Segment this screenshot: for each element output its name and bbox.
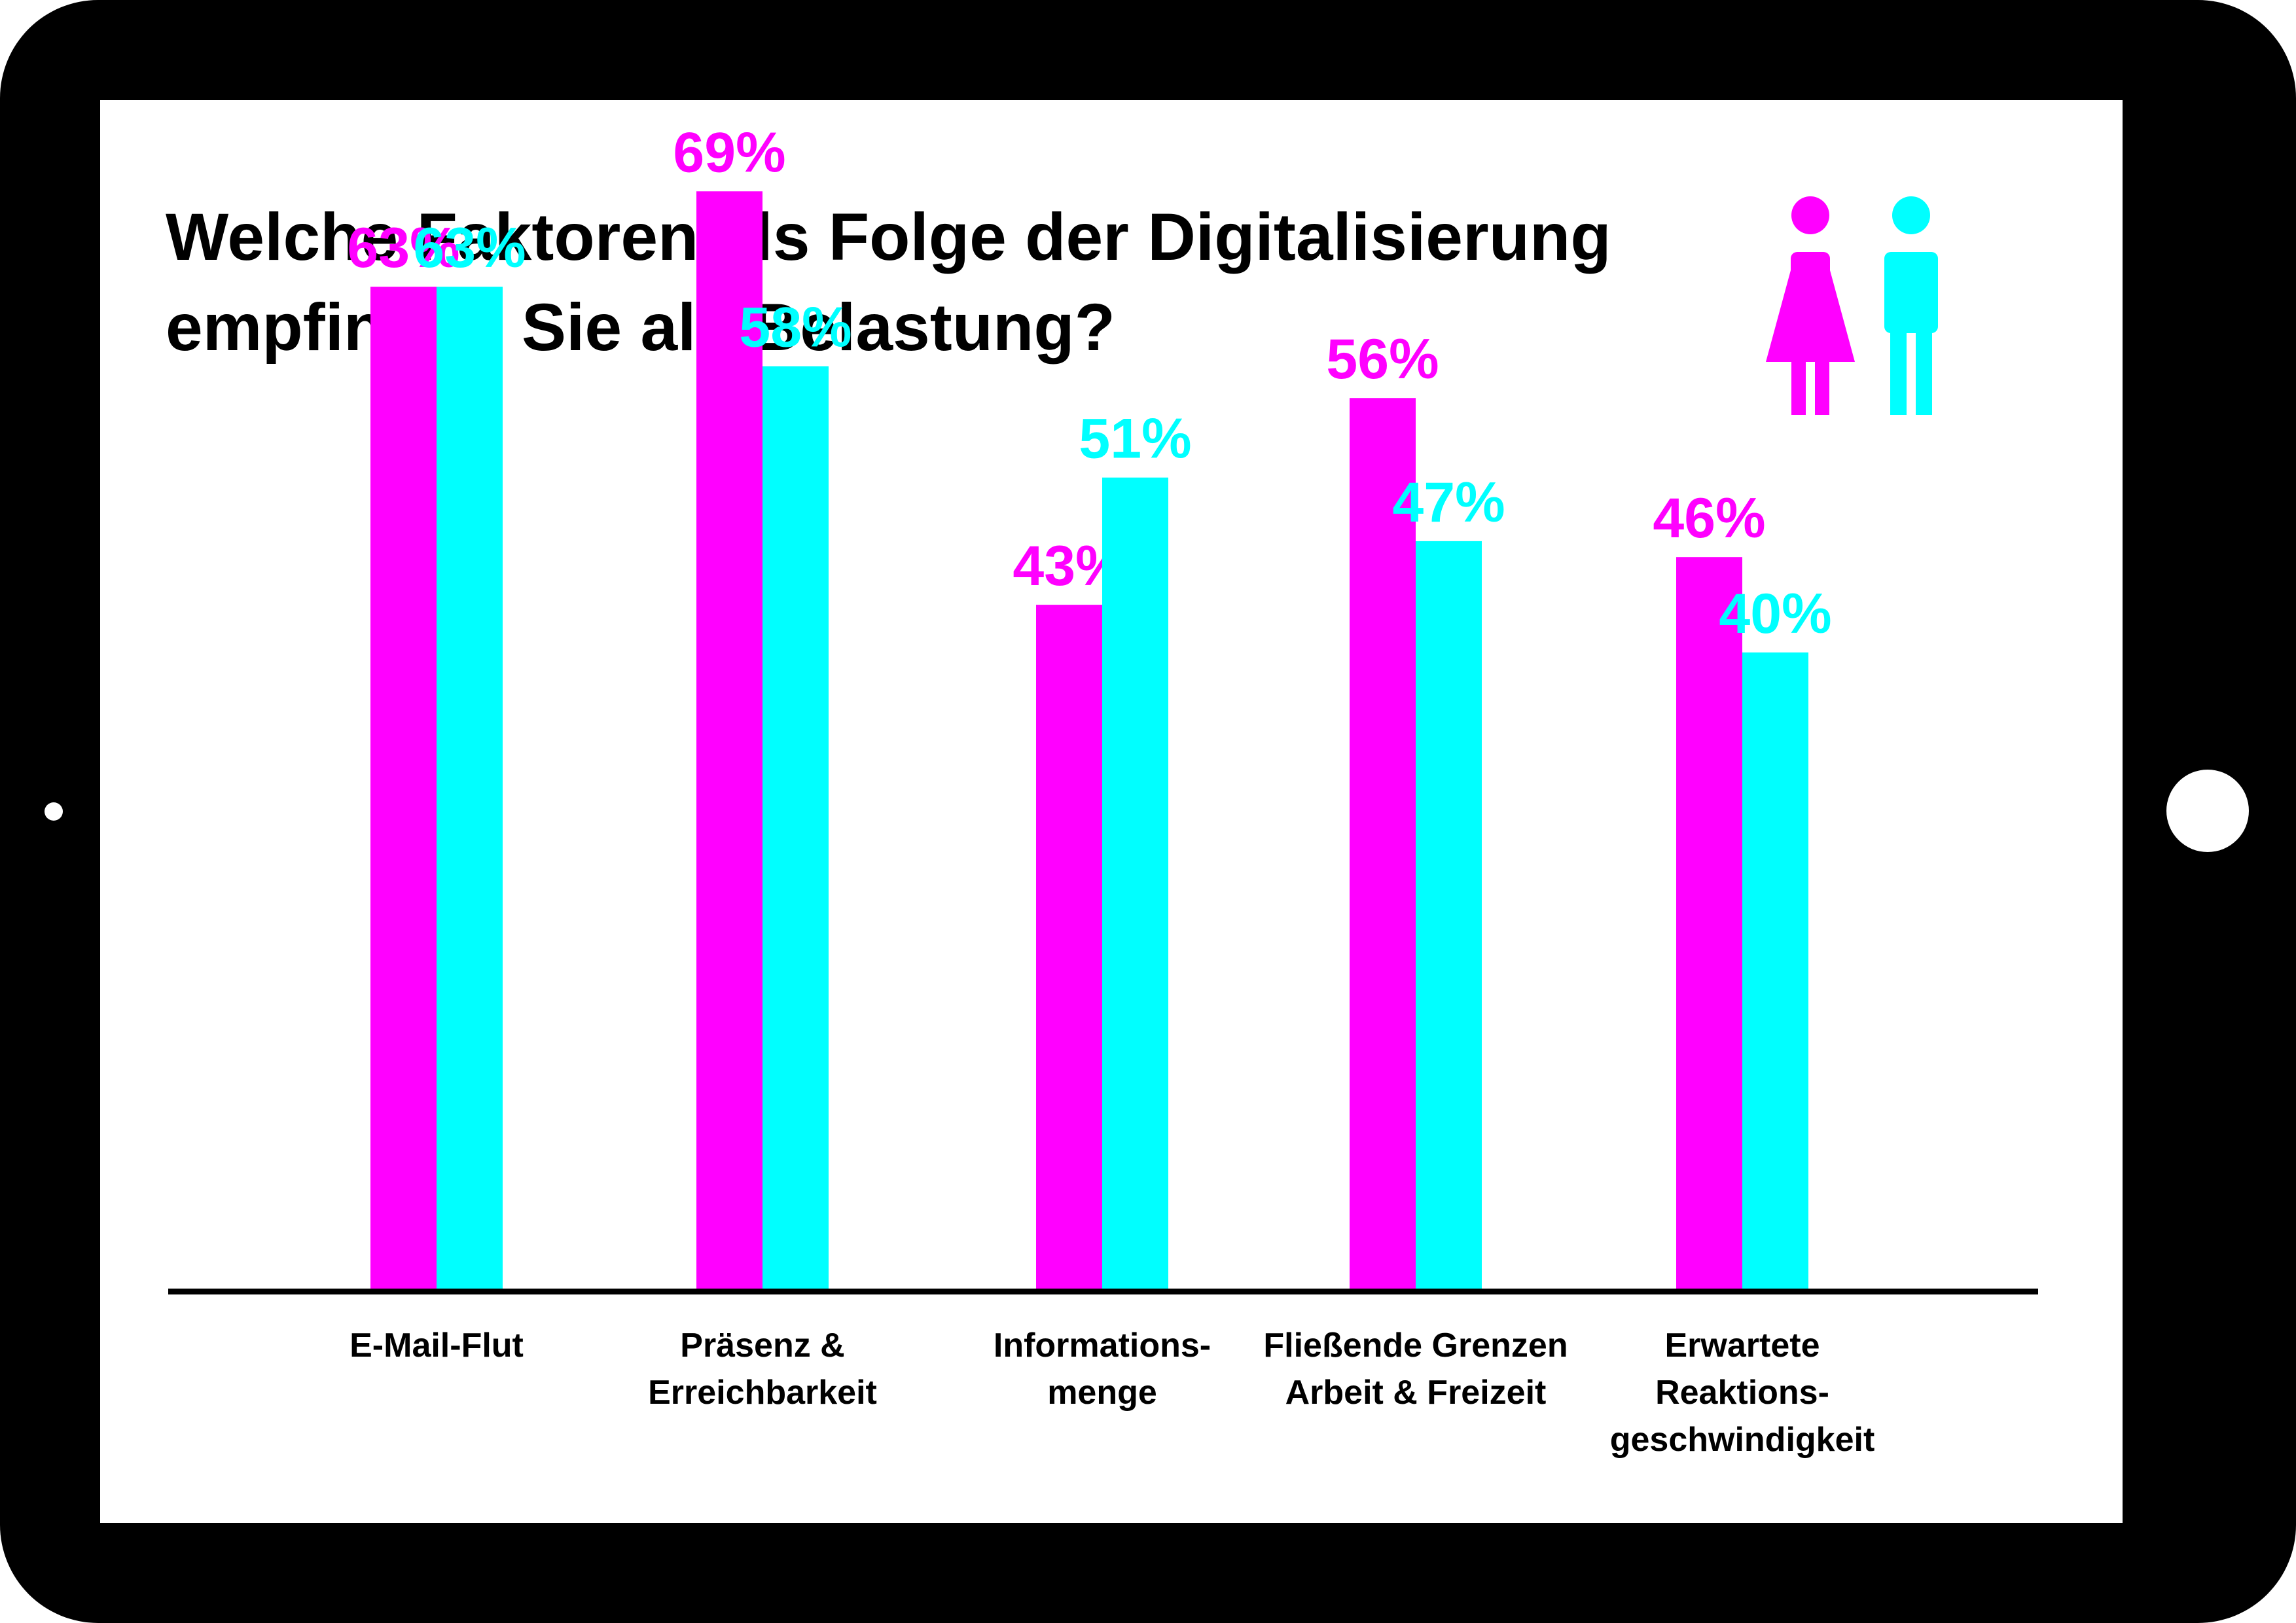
tablet-frame: Welche Faktoren als Folge der Digitalisi… xyxy=(0,0,2296,1623)
value-label-male-1: 58% xyxy=(739,296,852,359)
bar-female-4 xyxy=(1676,557,1742,1289)
bar-male-0 xyxy=(437,287,503,1289)
category-label-4-line-1: Reaktions- xyxy=(1655,1374,1829,1412)
value-label-female-1: 69% xyxy=(673,121,785,184)
value-label-female-4: 46% xyxy=(1653,487,1765,550)
front-camera xyxy=(45,802,63,821)
bar-male-2 xyxy=(1102,478,1168,1289)
category-label-4-line-2: geschwindigkeit xyxy=(1610,1421,1875,1459)
value-label-male-3: 47% xyxy=(1392,471,1505,534)
home-button[interactable] xyxy=(2166,770,2249,852)
value-label-male-2: 51% xyxy=(1079,408,1191,471)
bar-male-3 xyxy=(1416,541,1482,1289)
category-label-3-line-1: Arbeit & Freizeit xyxy=(1285,1374,1547,1412)
category-label-0-line-0: E-Mail-Flut xyxy=(350,1327,524,1364)
bar-female-2 xyxy=(1036,605,1102,1289)
bar-female-0 xyxy=(370,287,437,1289)
category-label-3-line-0: Fließende Grenzen xyxy=(1263,1327,1568,1364)
bar-male-1 xyxy=(762,366,829,1289)
category-label-4-line-0: Erwartete xyxy=(1665,1327,1820,1364)
category-label-2-line-1: menge xyxy=(1047,1374,1157,1412)
category-label-1-line-1: Erreichbarkeit xyxy=(648,1374,877,1412)
category-label-1-line-0: Präsenz & xyxy=(680,1327,844,1364)
value-label-female-3: 56% xyxy=(1326,328,1439,391)
bar-male-4 xyxy=(1742,652,1808,1289)
x-axis-line xyxy=(168,1289,2038,1294)
value-label-male-4: 40% xyxy=(1719,582,1831,645)
value-label-male-0: 63% xyxy=(413,217,526,279)
category-label-2-line-0: Informations- xyxy=(994,1327,1211,1364)
tablet-screen: Welche Faktoren als Folge der Digitalisi… xyxy=(100,100,2123,1523)
